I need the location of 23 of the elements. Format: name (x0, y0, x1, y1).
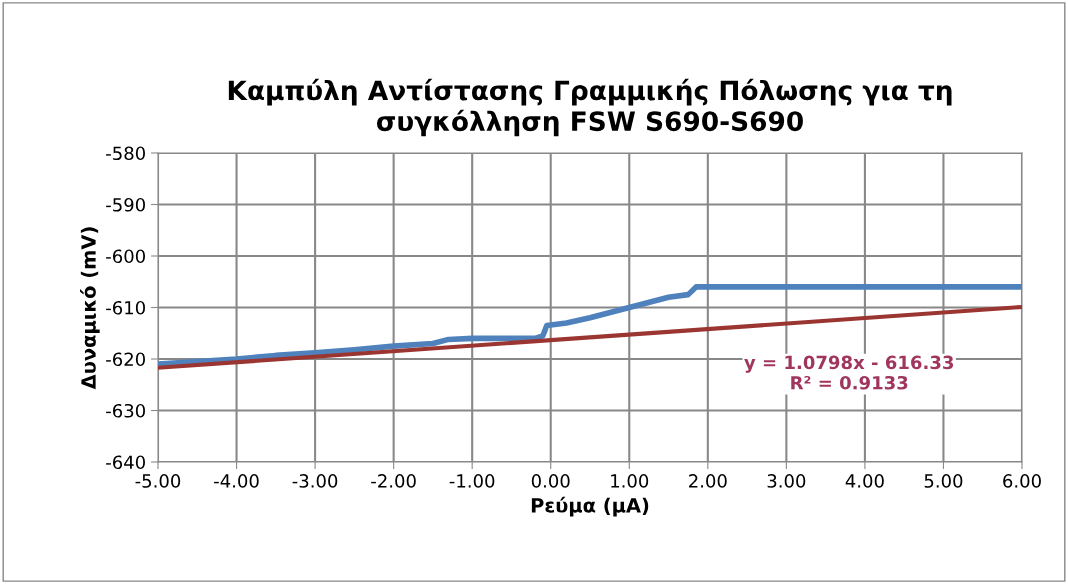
x-axis-title: Ρεύμα (μA) (531, 496, 649, 517)
x-tick-label: 4.00 (845, 474, 884, 488)
x-tick-label: -2.00 (371, 474, 416, 488)
x-tick-label: 5.00 (924, 474, 963, 488)
y-tick-label: -630 (106, 403, 145, 418)
x-tick-label: 2.00 (689, 474, 727, 488)
y-tick-label: -620 (106, 352, 145, 367)
y-axis-title: Δυναμικό (mV) (80, 227, 100, 390)
y-tick-label: -600 (106, 249, 145, 264)
chart-title: Καμπύλη Αντίστασης Γραμμικής Πόλωσης για τη συγκόλληση FSW S690-S690 (228, 78, 952, 137)
y-tick-label: -580 (106, 146, 145, 161)
y-tick-label: -640 (106, 455, 145, 470)
x-tick-label: -5.00 (135, 474, 181, 488)
x-tick-label: 0.00 (531, 474, 570, 488)
x-tick-label: -3.00 (292, 474, 338, 488)
x-tick-label: 3.00 (767, 474, 806, 488)
x-tick-label: 6.00 (1003, 474, 1041, 488)
x-tick-label: -1.00 (449, 474, 495, 488)
x-tick-label: 1.00 (611, 474, 649, 488)
y-tick-label: -590 (106, 197, 145, 212)
x-tick-label: -4.00 (214, 474, 259, 488)
annotation: y = 1.0798x - 616.33 R² = 0.9133 (744, 355, 954, 390)
y-tick-label: -610 (106, 300, 145, 315)
